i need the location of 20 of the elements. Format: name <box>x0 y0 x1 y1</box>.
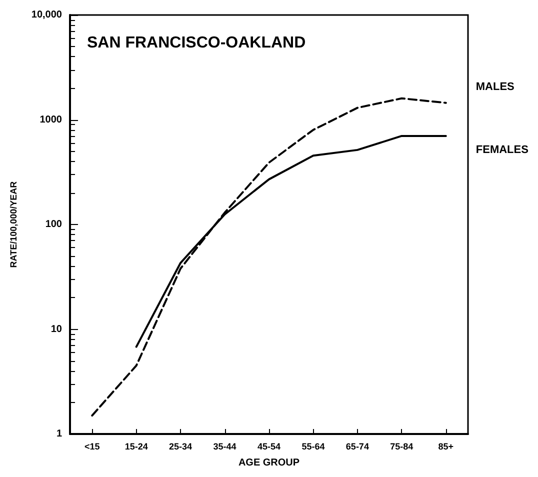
x-tick-label: 15-24 <box>124 442 148 452</box>
x-tick-label: 45-54 <box>257 442 281 452</box>
text: MALES <box>476 80 514 93</box>
x-tick-label: 55-64 <box>302 442 325 452</box>
x-tick-label: 35-44 <box>213 442 236 452</box>
x-tick-label: 65-74 <box>346 442 369 452</box>
y-axis-title: RATE/100,000/YEAR <box>8 180 18 268</box>
y-tick-label: 10 <box>50 324 62 335</box>
y-tick-label: 10,000 <box>31 10 62 20</box>
x-tick-label: 75-84 <box>390 442 414 452</box>
text: SAN FRANCISCO-OAKLAND <box>87 34 306 52</box>
x-tick-label: 25-34 <box>169 442 192 452</box>
y-tick-label: 1000 <box>40 114 62 126</box>
line-series <box>91 97 447 417</box>
y-tick-label: 100 <box>45 219 62 230</box>
text: FEMALES <box>476 144 528 156</box>
x-axis-title: AGE GROUP <box>238 458 300 468</box>
x-tick-label: 85+ <box>438 442 454 452</box>
x-tick-label: <15 <box>84 442 100 452</box>
y-tick-label: 1 <box>56 428 62 440</box>
